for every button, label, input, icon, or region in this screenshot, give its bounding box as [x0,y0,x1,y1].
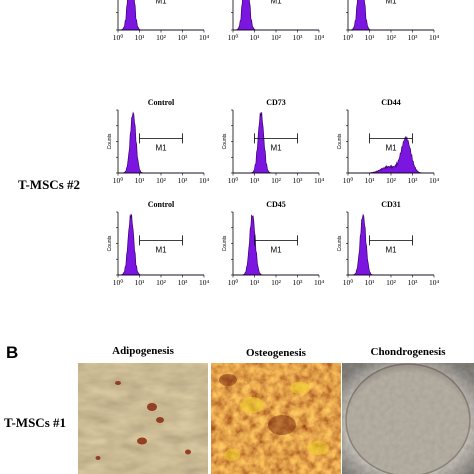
gate-label: M1 [270,0,282,6]
histogram-panel-top-0-1: 10⁰ 10¹ 10² 10³ 10⁴ M1 [228,0,325,42]
gate-label: M1 [385,245,397,254]
row-label-t-mscs-1: T-MSCs #1 [4,415,66,430]
x-tick-label: 10¹ [365,33,375,42]
histogram-panel-cd31-2-2: CD31 10⁰ 10¹ 10² 10³ 10⁴ Counts M1 [337,200,439,287]
x-tick-label: 10⁰ [113,176,124,185]
x-tick-label: 10¹ [250,33,260,42]
x-tick-label: 10³ [408,278,419,287]
x-tick-label: 10² [156,176,167,185]
histogram-panel-cd45-2-1: CD45 10⁰ 10¹ 10² 10³ 10⁴ Counts M1 [222,200,324,287]
x-tick-label: 10⁰ [113,278,124,287]
column-title-chondrogenesis: Chondrogenesis [371,346,447,358]
x-tick-label: 10¹ [365,176,375,185]
x-tick-label: 10² [271,176,282,185]
column-title-osteogenesis: Osteogenesis [246,347,307,359]
x-tick-label: 10⁴ [199,176,210,185]
x-tick-label: 10² [386,176,397,185]
x-tick-label: 10¹ [135,176,145,185]
x-tick-label: 10⁰ [343,176,354,185]
counts-axis-label: Counts [222,235,228,251]
x-tick-label: 10⁴ [199,278,210,287]
histogram-title: CD44 [381,98,401,107]
x-tick-label: 10² [156,33,167,42]
x-tick-label: 10³ [293,176,304,185]
gate-label: M1 [270,143,282,152]
x-tick-label: 10¹ [135,278,145,287]
x-tick-label: 10² [271,33,282,42]
x-tick-label: 10⁰ [228,33,239,42]
panel-b: B Adipogenesis Osteogenesis Chondrogenes… [4,343,474,474]
row-label-t-mscs-2: T-MSCs #2 [18,177,80,192]
x-tick-label: 10¹ [365,278,375,287]
x-tick-label: 10³ [178,176,189,185]
counts-axis-label: Counts [337,133,343,149]
counts-axis-label: Counts [107,235,113,251]
x-tick-label: 10³ [178,278,189,287]
x-tick-label: 10² [386,278,397,287]
x-tick-label: 10³ [178,33,189,42]
x-tick-label: 10³ [293,33,304,42]
column-title-adipogenesis: Adipogenesis [112,345,174,357]
gate-label: M1 [385,0,397,6]
x-tick-label: 10¹ [135,33,145,42]
counts-axis-label: Counts [337,235,343,251]
x-tick-label: 10⁴ [314,33,325,42]
histogram-panel-top-0-2: 10⁰ 10¹ 10² 10³ 10⁴ M1 [343,0,440,42]
x-tick-label: 10⁰ [228,278,239,287]
histogram-title: CD73 [266,98,286,107]
x-tick-label: 10⁴ [314,278,325,287]
gate-label: M1 [155,245,167,254]
x-tick-label: 10² [156,278,167,287]
histogram-title: Control [148,98,175,107]
x-tick-label: 10¹ [250,176,260,185]
x-tick-label: 10² [386,33,397,42]
histogram-title: CD45 [266,200,286,209]
gate-label: M1 [385,143,397,152]
gate-label: M1 [155,143,167,152]
chondrogenesis-micrograph [342,363,474,474]
x-tick-label: 10⁴ [429,176,440,185]
x-tick-label: 10³ [408,176,419,185]
x-tick-label: 10³ [408,33,419,42]
x-tick-label: 10⁴ [199,33,210,42]
osteogenesis-micrograph [211,363,341,474]
adipogenesis-micrograph [78,363,208,474]
histogram-area [348,135,434,174]
histogram-panel-control-2-0: Control 10⁰ 10¹ 10² 10³ 10⁴ Counts M1 [107,200,209,287]
x-tick-label: 10⁴ [314,176,325,185]
x-tick-label: 10⁴ [429,33,440,42]
x-tick-label: 10³ [293,278,304,287]
x-tick-label: 10⁰ [343,33,354,42]
x-tick-label: 10² [271,278,282,287]
gate-label: M1 [270,245,282,254]
counts-axis-label: Counts [107,133,113,149]
histogram-panel-cd44-1-2: CD44 10⁰ 10¹ 10² 10³ 10⁴ Counts M1 [337,98,439,185]
panel-letter-b: B [6,343,18,362]
x-tick-label: 10⁰ [343,278,354,287]
x-tick-label: 10⁴ [429,278,440,287]
x-tick-label: 10⁰ [113,33,124,42]
counts-axis-label: Counts [222,133,228,149]
histogram-panel-top-0-0: 10⁰ 10¹ 10² 10³ 10⁴ M1 [113,0,210,42]
x-tick-label: 10⁰ [228,176,239,185]
histogram-title: Control [148,200,175,209]
histogram-panel-control-1-0: Control 10⁰ 10¹ 10² 10³ 10⁴ Counts M1 [107,98,209,185]
flow-cytometry-panels: 10⁰ 10¹ 10² 10³ 10⁴ M1 10⁰ 10¹ 10² 10³ 10⁴ M1 10⁰ 10¹… [107,0,439,287]
histogram-title: CD31 [381,200,401,209]
gate-label: M1 [155,0,167,6]
x-tick-label: 10¹ [250,278,260,287]
histogram-panel-cd73-1-1: CD73 10⁰ 10¹ 10² 10³ 10⁴ Counts M1 [222,98,324,185]
